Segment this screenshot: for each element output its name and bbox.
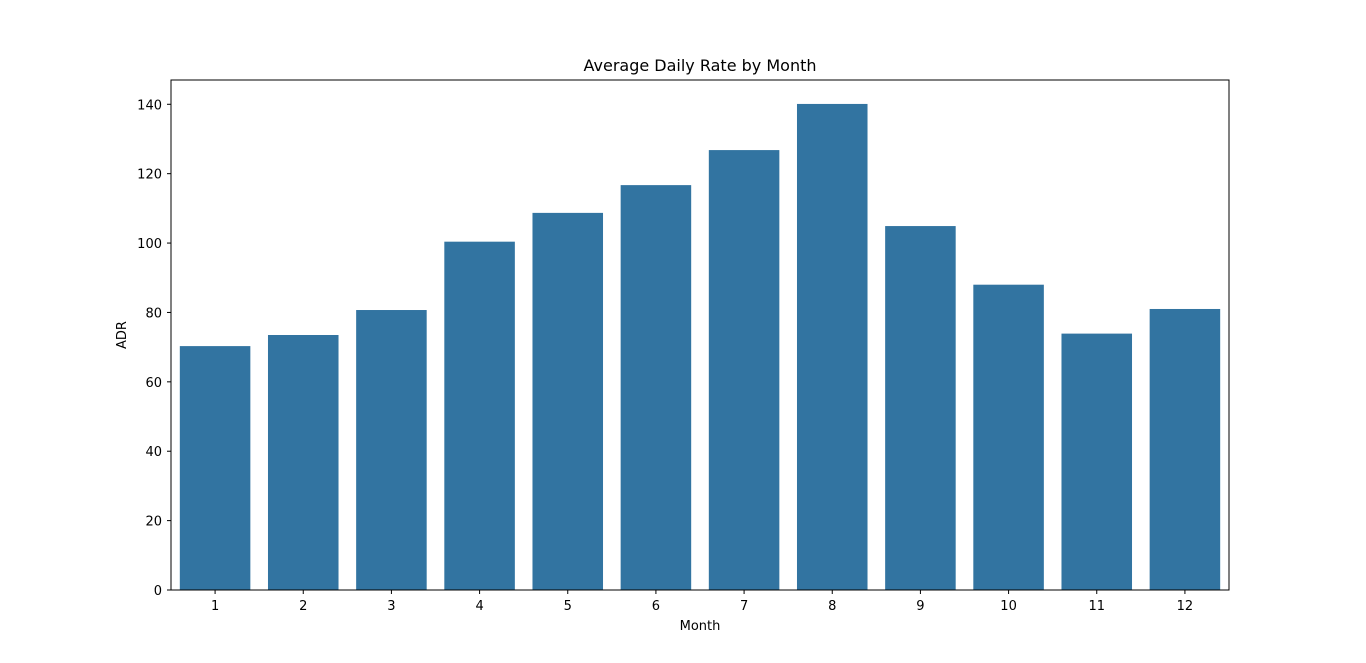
x-tick-label: 5 bbox=[564, 599, 572, 614]
bars-group bbox=[179, 103, 1221, 591]
chart-title: Average Daily Rate by Month bbox=[584, 56, 817, 75]
y-tick-label: 120 bbox=[137, 168, 162, 183]
bar-month-2 bbox=[267, 335, 339, 590]
x-tick-label: 9 bbox=[916, 599, 924, 614]
bar-month-6 bbox=[620, 185, 692, 591]
x-tick-label: 7 bbox=[740, 599, 748, 614]
x-tick-label: 1 bbox=[211, 599, 219, 614]
y-tick-label: 20 bbox=[145, 515, 162, 530]
x-tick-label: 6 bbox=[652, 599, 660, 614]
bar-month-1 bbox=[179, 346, 251, 590]
x-axis: 1 2 3 4 5 6 7 8 9 10 11 12 bbox=[211, 590, 1193, 614]
y-tick-label: 140 bbox=[137, 98, 162, 113]
x-tick-label: 10 bbox=[1000, 599, 1017, 614]
bar-month-4 bbox=[444, 241, 515, 590]
y-axis: 0 20 40 60 80 100 120 140 bbox=[137, 98, 171, 599]
x-tick-label: 8 bbox=[828, 599, 836, 614]
y-tick-label: 80 bbox=[145, 306, 162, 321]
x-tick-label: 2 bbox=[299, 599, 307, 614]
bar-month-3 bbox=[356, 310, 427, 590]
y-tick-label: 0 bbox=[154, 584, 162, 599]
y-tick-label: 60 bbox=[145, 376, 162, 391]
plot-frame bbox=[170, 79, 1230, 591]
bar-month-9 bbox=[885, 226, 956, 590]
y-tick-label: 100 bbox=[137, 237, 162, 252]
x-tick-label: 3 bbox=[387, 599, 395, 614]
x-tick-label: 11 bbox=[1088, 599, 1105, 614]
bar-month-8 bbox=[796, 103, 868, 590]
bar-month-5 bbox=[532, 212, 604, 590]
bar-month-7 bbox=[708, 150, 780, 590]
bar-month-10 bbox=[973, 284, 1044, 590]
x-axis-label: Month bbox=[680, 619, 721, 634]
x-tick-label: 4 bbox=[475, 599, 483, 614]
x-tick-label: 12 bbox=[1177, 599, 1194, 614]
bar-month-11 bbox=[1061, 333, 1133, 590]
bar-month-12 bbox=[1149, 308, 1221, 590]
y-tick-label: 40 bbox=[145, 445, 162, 460]
y-axis-label: ADR bbox=[115, 321, 130, 349]
